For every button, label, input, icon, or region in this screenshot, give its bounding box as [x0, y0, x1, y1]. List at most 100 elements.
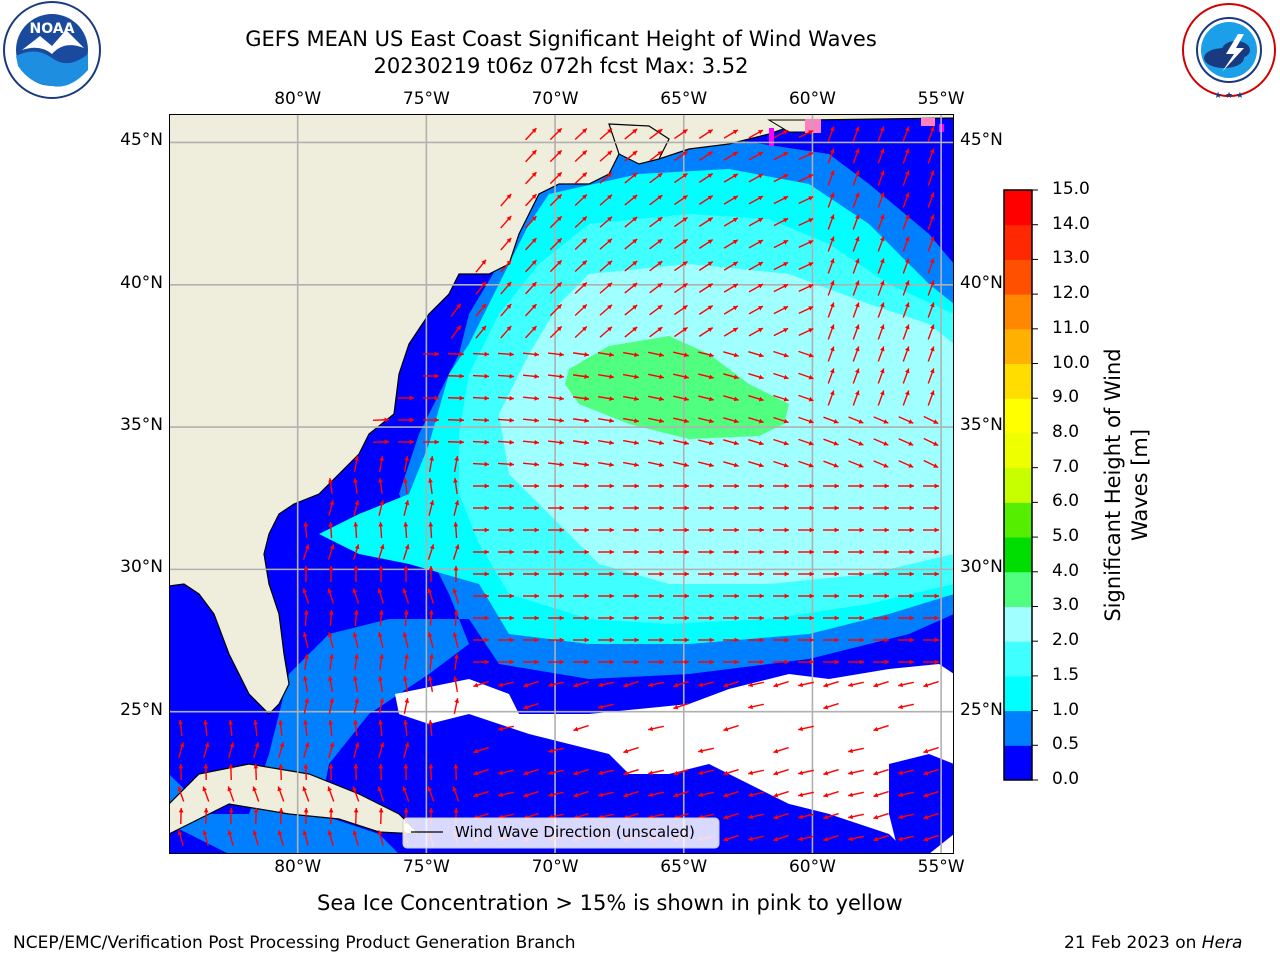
direction-arrowhead-48 [879, 170, 885, 176]
direction-arrowhead-155 [757, 306, 763, 311]
direction-arrowhead-613 [404, 742, 410, 748]
direction-arrowhead-279 [609, 440, 614, 445]
direction-arrowhead-443 [909, 571, 914, 577]
direction-arrowhead-409 [709, 549, 714, 555]
direction-arrowhead-192 [659, 352, 664, 358]
direction-arrowhead-210 [584, 374, 589, 379]
direction-arrowhead-116 [757, 262, 763, 267]
direction-arrowhead-202 [904, 346, 910, 352]
direction-arrowhead-621 [178, 764, 184, 769]
direction-arrowhead-206 [484, 373, 489, 379]
direction-arrowhead-565 [698, 682, 703, 688]
direction-arrowhead-148 [582, 304, 587, 310]
colorbar-tick-11: 9.0 [1052, 387, 1080, 408]
direction-arrowhead-597 [428, 720, 434, 725]
direction-arrowhead-589 [228, 720, 234, 725]
direction-arrowhead-626 [303, 764, 309, 769]
direction-arrowhead-328 [609, 483, 614, 489]
direction-arrowhead-134 [732, 283, 738, 289]
direction-arrowhead-272 [434, 439, 439, 445]
direction-arrowhead-295 [404, 456, 409, 461]
direction-arrowhead-30 [854, 148, 860, 154]
direction-arrowhead-512 [684, 637, 689, 643]
colorbar-tick-7: 5.0 [1052, 526, 1080, 547]
direction-arrowhead-350 [534, 505, 539, 511]
direction-arrowhead-378 [584, 527, 589, 533]
lat-tick-right-0: 45°N [960, 130, 1003, 151]
direction-arrowhead-461 [709, 593, 714, 599]
direction-arrowhead-149 [607, 304, 613, 310]
direction-arrowhead-711 [873, 814, 879, 820]
direction-arrowhead-52 [531, 194, 537, 199]
direction-arrowhead-604 [179, 742, 185, 748]
direction-arrowhead-95 [707, 239, 713, 245]
direction-arrowhead-47 [854, 170, 860, 176]
direction-arrowhead-464 [784, 593, 789, 599]
direction-arrowhead-460 [684, 593, 689, 599]
direction-arrowhead-515 [759, 637, 764, 643]
direction-arrowhead-158 [829, 302, 835, 308]
direction-arrowhead-691 [378, 808, 384, 813]
direction-arrowhead-452 [484, 593, 489, 599]
direction-arrowhead-73 [607, 216, 613, 222]
direction-arrowhead-612 [379, 742, 385, 748]
direction-arrowhead-593 [328, 720, 334, 725]
direction-arrowhead-620 [923, 748, 929, 754]
direction-arrowhead-649 [873, 770, 879, 776]
direction-arrowhead-485 [659, 615, 664, 621]
direction-arrowhead-29 [829, 148, 835, 154]
lon-tick-bottom-5: 55°W [917, 857, 965, 877]
direction-arrowhead-517 [809, 637, 814, 643]
direction-arrowhead-207 [509, 373, 514, 379]
direction-arrowhead-366 [934, 505, 939, 511]
colorbar-segment-10 [1004, 398, 1032, 434]
direction-arrowhead-322 [453, 478, 458, 483]
direction-arrowhead-291 [908, 441, 914, 446]
direction-arrowhead-693 [428, 808, 434, 813]
direction-arrowhead-434 [684, 571, 689, 577]
direction-arrowhead-675 [748, 792, 753, 798]
direction-arrowhead-10 [783, 130, 789, 135]
direction-arrowhead-367 [303, 522, 309, 527]
direction-arrowhead-559 [548, 682, 553, 688]
direction-arrowhead-67 [904, 192, 910, 198]
direction-arrowhead-595 [378, 720, 384, 725]
direction-arrowhead-94 [682, 239, 688, 244]
direction-arrowhead-538 [684, 659, 689, 665]
direction-arrowhead-215 [708, 374, 714, 380]
direction-arrowhead-62 [783, 196, 789, 201]
direction-arrowhead-51 [506, 193, 512, 199]
direction-arrowhead-569 [798, 682, 803, 688]
direction-arrowhead-57 [657, 195, 663, 200]
direction-arrowhead-183 [434, 351, 439, 357]
direction-arrowhead-166 [531, 326, 537, 331]
direction-arrowhead-558 [523, 682, 529, 688]
direction-arrowhead-309 [758, 462, 764, 468]
direction-arrowhead-427 [509, 571, 514, 577]
direction-arrowhead-74 [632, 216, 638, 222]
direction-arrowhead-82 [829, 214, 835, 220]
direction-arrowhead-289 [858, 441, 864, 446]
direction-arrowhead-229 [509, 395, 514, 401]
colorbar-segment-15 [1004, 224, 1032, 260]
direction-arrowhead-340 [909, 483, 914, 489]
direction-arrowhead-301 [559, 462, 564, 467]
direction-arrowhead-21 [632, 150, 638, 156]
direction-arrowhead-153 [707, 305, 713, 311]
direction-arrowhead-70 [531, 216, 537, 221]
direction-arrowhead-297 [454, 456, 459, 461]
direction-arrowhead-665 [498, 792, 503, 798]
direction-arrowhead-115 [732, 261, 738, 267]
direction-arrowhead-313 [858, 463, 864, 468]
direction-arrowhead-257 [634, 418, 639, 424]
svg-text:★ ★ ★: ★ ★ ★ [1214, 91, 1244, 101]
colorbar-segment-5 [1004, 571, 1032, 607]
direction-arrowhead-203 [929, 346, 935, 352]
direction-arrowhead-547 [909, 659, 914, 665]
direction-arrowhead-592 [303, 720, 309, 725]
lat-tick-left-0: 45°N [120, 130, 163, 151]
direction-arrowhead-125 [506, 281, 512, 287]
colorbar-tick-17: 15.0 [1052, 179, 1090, 199]
direction-arrowhead-392 [934, 527, 939, 533]
direction-arrowhead-324 [509, 483, 514, 489]
